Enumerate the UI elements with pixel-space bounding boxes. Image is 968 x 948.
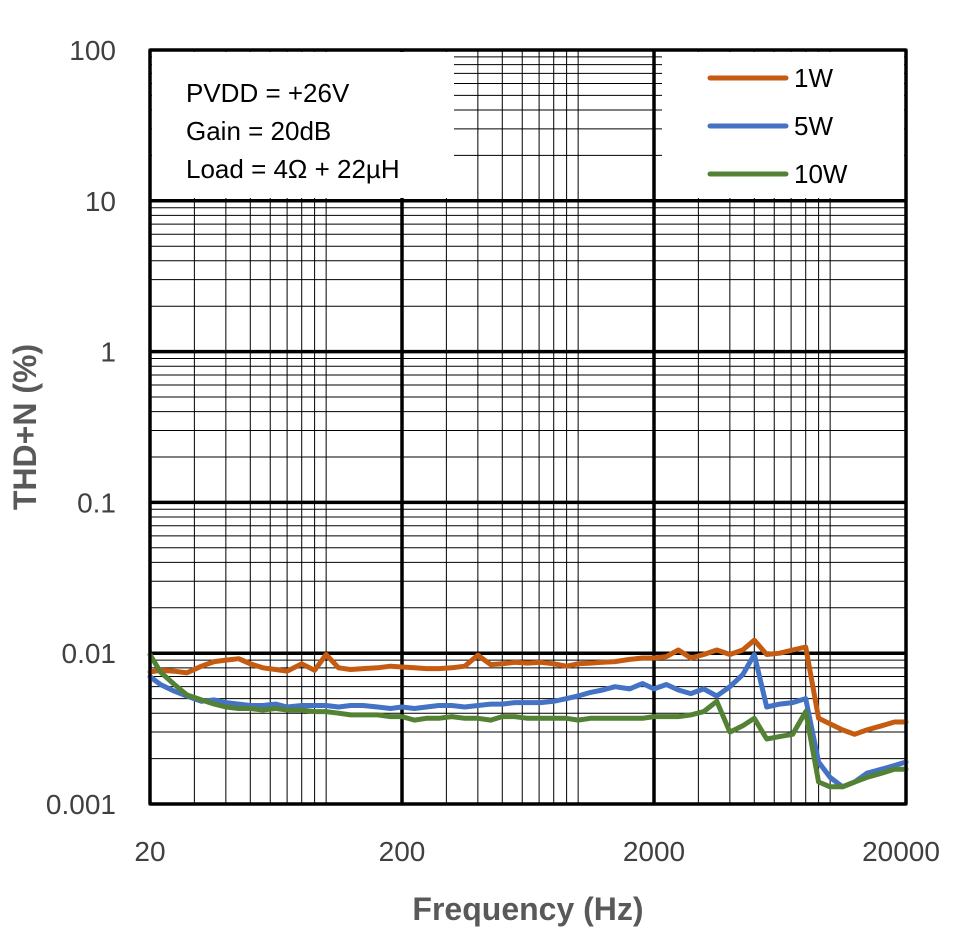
series-line-1w <box>147 637 909 737</box>
x-tick-label: 20 <box>134 836 165 867</box>
x-tick-label: 20000 <box>862 836 940 867</box>
annotation-box <box>152 52 454 198</box>
series-line-5w <box>147 652 909 790</box>
y-tick-label: 100 <box>69 35 116 66</box>
annotation-load: Load = 4Ω + 22µH <box>186 154 400 184</box>
legend: 1W 5W 10W <box>707 63 848 189</box>
y-axis-tick-labels: 100 10 1 0.1 0.01 0.001 <box>46 35 116 820</box>
y-tick-label: 0.001 <box>46 789 116 820</box>
y-tick-label: 1 <box>100 337 116 368</box>
legend-label-1w: 1W <box>794 63 833 93</box>
x-tick-label: 200 <box>379 836 426 867</box>
y-tick-label: 0.1 <box>77 487 116 518</box>
x-axis-tick-labels: 20 200 2000 20000 <box>134 836 940 867</box>
legend-label-5w: 5W <box>794 111 833 141</box>
y-tick-label: 10 <box>85 186 116 217</box>
series-lines <box>147 637 909 790</box>
series-line-10w <box>147 652 909 790</box>
x-axis-title: Frequency (Hz) <box>412 891 643 927</box>
legend-label-10w: 10W <box>794 159 848 189</box>
annotation-pvdd: PVDD = +26V <box>186 78 350 108</box>
y-axis-title: THD+N (%) <box>7 344 43 510</box>
y-tick-label: 0.01 <box>62 638 117 669</box>
annotation-gain: Gain = 20dB <box>186 116 331 146</box>
plot-frame <box>148 48 908 806</box>
x-tick-label: 2000 <box>623 836 685 867</box>
